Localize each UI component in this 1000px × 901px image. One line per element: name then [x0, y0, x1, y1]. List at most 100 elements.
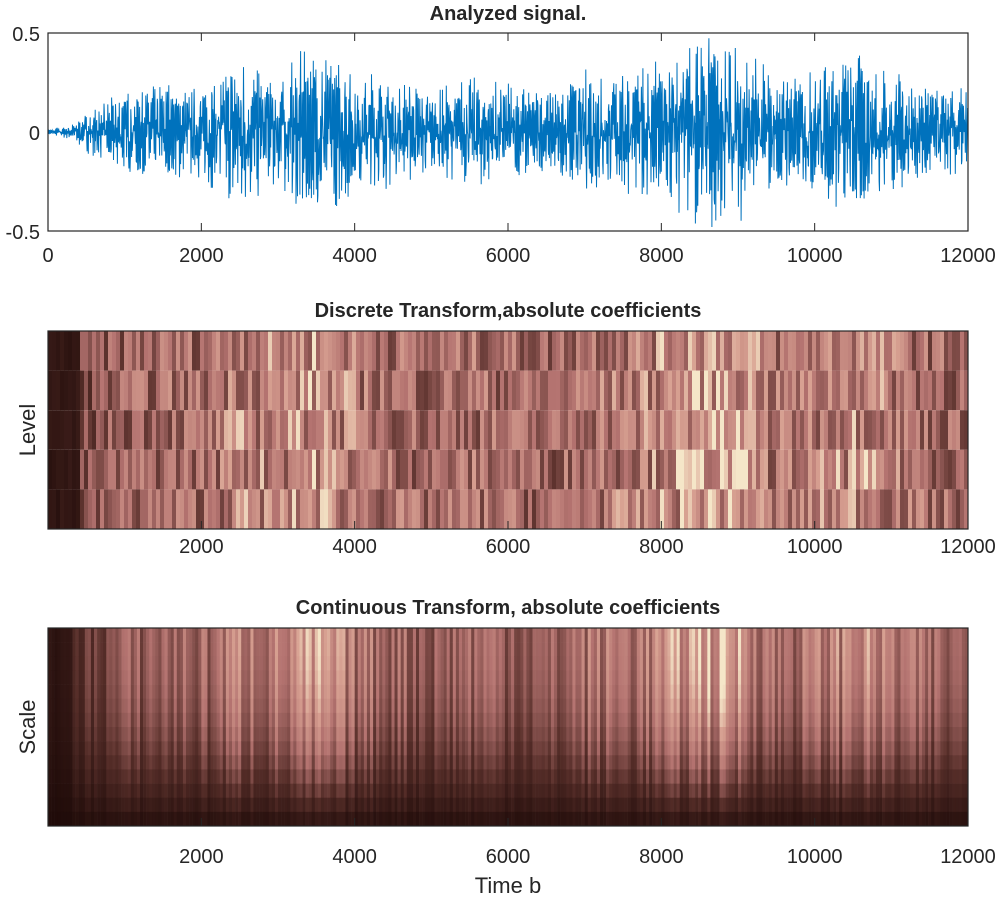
cwt-cell — [406, 783, 411, 799]
dwt-cell — [752, 370, 757, 411]
cwt-cell — [232, 755, 236, 770]
cwt-cell — [682, 783, 687, 799]
dwt-cell — [856, 331, 861, 371]
cwt-cell — [201, 698, 205, 714]
dwt-cell — [716, 489, 721, 529]
cwt-cell — [161, 797, 165, 813]
dwt-cell — [740, 489, 745, 529]
dwt-cell — [528, 449, 533, 490]
cwt-cell — [51, 656, 55, 671]
dwt-cell — [572, 489, 577, 529]
cwt-cell — [514, 698, 518, 714]
dwt-cell — [604, 410, 609, 450]
cwt-cell — [590, 628, 595, 643]
cwt-cell — [719, 755, 723, 770]
cwt-cell — [784, 684, 788, 700]
dwt-cell — [780, 449, 785, 490]
dwt-cell — [416, 331, 421, 371]
cwt-cell — [600, 670, 604, 685]
cwt-cell — [342, 642, 346, 657]
cwt-cell — [449, 698, 454, 714]
cwt-cell — [97, 811, 101, 827]
cwt-cell — [695, 783, 699, 799]
cwt-cell — [118, 642, 122, 657]
cwt-cell — [382, 642, 386, 657]
cwt-cell — [753, 811, 757, 827]
cwt-cell — [271, 684, 276, 700]
cwt-cell — [189, 628, 193, 643]
cwt-cell — [66, 684, 70, 700]
cwt-cell — [118, 755, 122, 770]
cwt-cell — [397, 670, 401, 685]
cwt-cell — [600, 811, 604, 827]
cwt-cell — [866, 797, 871, 813]
cwt-cell — [449, 769, 454, 784]
cwt-cell — [339, 741, 343, 756]
cwt-cell — [557, 783, 561, 799]
dwt-cell — [128, 449, 133, 490]
cwt-cell — [480, 684, 484, 700]
cwt-cell — [575, 783, 579, 799]
cwt-cell — [296, 783, 300, 799]
cwt-cell — [581, 797, 585, 813]
dwt-cell — [476, 410, 481, 450]
dwt-cell — [240, 331, 245, 371]
cwt-cell — [793, 670, 797, 685]
cwt-cell — [158, 670, 162, 685]
cwt-cell — [458, 797, 463, 813]
dwt-cell — [544, 449, 549, 490]
cwt-cell — [692, 741, 696, 756]
cwt-cell — [287, 628, 291, 643]
cwt-cell — [609, 769, 613, 784]
cwt-cell — [532, 712, 536, 728]
cwt-cell — [363, 811, 368, 827]
dwt-cell — [504, 489, 509, 529]
cwt-cell — [808, 698, 812, 714]
cwt-cell — [449, 656, 454, 671]
cwt-cell — [823, 811, 828, 827]
cwt-cell — [186, 727, 190, 742]
dwt-cell — [116, 449, 121, 490]
cwt-cell — [624, 769, 628, 784]
cwt-cell — [72, 684, 76, 700]
cwt-cell — [155, 628, 159, 643]
cwt-cell — [633, 698, 638, 714]
cwt-cell — [596, 642, 601, 657]
dwt-cell — [216, 410, 221, 450]
cwt-cell — [121, 698, 125, 714]
cwt-cell — [538, 797, 543, 813]
cwt-cell — [578, 741, 582, 756]
dwt-cell — [652, 489, 657, 529]
dwt-cell — [660, 331, 665, 371]
cwt-cell — [584, 797, 589, 813]
cwt-cell — [747, 656, 751, 671]
cwt-cell — [836, 741, 840, 756]
dwt-cell — [572, 410, 577, 450]
dwt-cell — [256, 370, 261, 411]
cwt-cell — [823, 727, 828, 742]
cwt-cell — [416, 698, 420, 714]
dwt-cell — [396, 410, 401, 450]
cwt-cell — [784, 628, 788, 643]
cwt-cell — [759, 755, 763, 770]
cwt-cell — [462, 727, 466, 742]
cwt-cell — [173, 670, 178, 685]
cwt-cell — [179, 769, 184, 784]
cwt-cell — [845, 642, 849, 657]
cwt-cell — [115, 712, 119, 728]
dwt-cell — [784, 489, 789, 529]
dwt-cell — [264, 449, 269, 490]
cwt-cell — [652, 769, 656, 784]
cwt-cell — [259, 811, 263, 827]
cwt-cell — [710, 670, 714, 685]
cwt-cell — [667, 769, 671, 784]
cwt-cell — [557, 797, 561, 813]
cwt-cell — [317, 755, 322, 770]
cwt-cell — [314, 642, 319, 657]
cwt-cell — [250, 684, 254, 700]
dwt-cell — [404, 489, 409, 529]
cwt-cell — [403, 712, 408, 728]
cwt-cell — [609, 628, 613, 643]
cwt-cell — [317, 811, 322, 827]
cwt-cell — [446, 769, 451, 784]
